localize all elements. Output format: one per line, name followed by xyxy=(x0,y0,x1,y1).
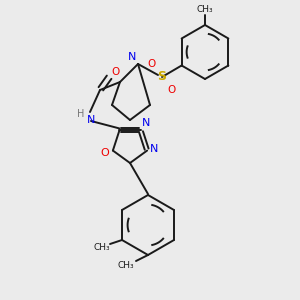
Text: N: N xyxy=(150,144,158,154)
Text: H: H xyxy=(77,109,85,119)
Text: N: N xyxy=(87,115,95,125)
Text: CH₃: CH₃ xyxy=(197,4,213,14)
Text: O: O xyxy=(100,148,109,158)
Text: O: O xyxy=(168,85,176,95)
Text: S: S xyxy=(158,70,166,83)
Text: O: O xyxy=(112,67,120,77)
Text: N: N xyxy=(128,52,136,62)
Text: O: O xyxy=(148,59,156,69)
Text: N: N xyxy=(141,118,150,128)
Text: CH₃: CH₃ xyxy=(94,244,110,253)
Text: CH₃: CH₃ xyxy=(118,260,134,269)
